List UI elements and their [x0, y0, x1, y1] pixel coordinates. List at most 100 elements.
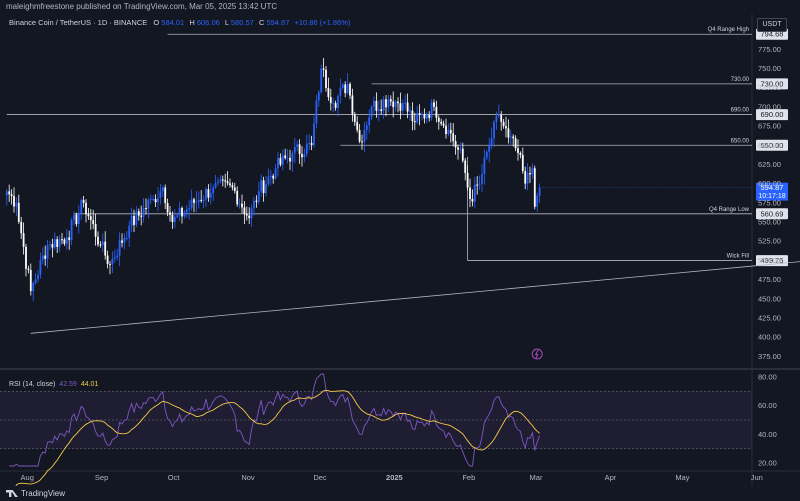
candle-body	[226, 181, 229, 184]
candle-body	[272, 175, 275, 179]
candle-body	[529, 172, 531, 175]
candle-body	[356, 122, 359, 131]
candle-body	[514, 138, 517, 149]
candle-body	[22, 233, 25, 247]
candle-body	[387, 99, 390, 108]
price-tick-label: 375.00	[758, 352, 781, 361]
candle-body	[166, 203, 169, 213]
candle-body	[416, 113, 419, 123]
candle-body	[267, 176, 270, 184]
candle-body	[56, 239, 59, 247]
candle-body	[373, 100, 375, 107]
candle-body	[27, 268, 30, 270]
price-tick-label: 725.00	[758, 83, 781, 92]
price-tick-label: 525.00	[758, 237, 781, 246]
candle-body	[521, 154, 524, 172]
time-axis[interactable]: Aug Sep Oct Nov Dec 2025 Feb Mar Apr May Jun	[21, 473, 763, 482]
rsi-pane[interactable]: 80.00 60.00 40.00 20.00 RSI (14, close) 42.59…	[0, 372, 777, 493]
price-axis[interactable]: 375.00 400.00 425.00 450.00 475.00 500.00 525.…	[758, 45, 781, 361]
level-price-tag	[756, 208, 788, 220]
candle-body	[25, 246, 27, 269]
candle-body	[476, 184, 479, 186]
price-tick-label: 475.00	[758, 275, 781, 284]
candle-body	[20, 221, 23, 234]
candle-body	[430, 102, 433, 118]
candle-body	[315, 100, 318, 124]
candle-body	[478, 183, 481, 185]
candle-body	[538, 187, 541, 196]
candle-body	[152, 198, 155, 200]
candle-body	[111, 258, 114, 265]
candle-body	[471, 198, 474, 202]
candle-body	[536, 195, 539, 207]
candle-body	[202, 199, 205, 202]
rsi-legend: RSI (14, close) 42.59 44.01	[9, 381, 98, 388]
level-line-label: 730.00	[731, 77, 750, 83]
candle-body	[497, 114, 500, 116]
legend-symbol: Binance Coin / TetherUS · 1D · BINANCE	[9, 18, 147, 27]
price-tick-label: 550.00	[758, 218, 781, 227]
candle-body	[200, 200, 203, 202]
legend-low: 580.57	[231, 18, 254, 27]
candle-countdown-label: 10:17:18	[758, 193, 785, 200]
publisher-header: maleighmfreestone published on TradingVi…	[0, 0, 800, 14]
candle-body	[320, 68, 323, 93]
candle-body	[344, 84, 347, 94]
candle-body	[464, 160, 467, 173]
candle-body	[8, 191, 11, 195]
candle-body	[214, 182, 217, 188]
candle-body	[399, 103, 402, 111]
candle-body	[289, 157, 291, 162]
tradingview-logo[interactable]: TradingView	[6, 488, 65, 499]
candle-body	[113, 257, 116, 259]
candle-body	[445, 125, 447, 135]
rsi-ma-line	[9, 389, 540, 493]
trendline[interactable]	[30, 260, 800, 334]
event-flash-icon[interactable]	[531, 348, 543, 360]
price-tick-label: 675.00	[758, 122, 781, 131]
candle-body	[255, 200, 258, 202]
candle-body	[185, 209, 188, 213]
candle-body	[53, 239, 56, 248]
rsi-tick-label: 60.00	[758, 401, 777, 410]
candle-body	[449, 129, 452, 134]
candle-body	[236, 190, 239, 205]
candle-body	[346, 83, 349, 94]
time-tick-label: Sep	[95, 473, 108, 482]
candle-body	[488, 145, 491, 152]
level-price-tag	[756, 109, 788, 121]
candle-body	[284, 155, 287, 159]
level-line-label: Q4 Range Low	[709, 207, 750, 213]
candle-body	[308, 142, 311, 144]
current-price-tag-label: 594.87	[761, 183, 784, 192]
candle-body	[296, 144, 299, 148]
time-tick-label: Feb	[462, 473, 475, 482]
candle-body	[197, 200, 200, 202]
level-price-tag	[756, 139, 788, 151]
candle-body	[15, 202, 18, 207]
candle-body	[238, 203, 241, 205]
candle-body	[245, 214, 248, 216]
price-tick-label: 700.00	[758, 102, 781, 111]
chart-area[interactable]: Q4 Range High 794.68 730.00 730.00 690.00 690…	[0, 14, 800, 493]
price-tick-label: 450.00	[758, 294, 781, 303]
annotation-lines[interactable]: Q4 Range High 794.68 730.00 730.00 690.00 690…	[6, 27, 800, 360]
currency-button[interactable]: USDT	[757, 18, 787, 32]
candle-body	[303, 153, 306, 158]
candle-body	[317, 92, 320, 101]
candle-body	[253, 200, 255, 209]
price-tick-label: 625.00	[758, 160, 781, 169]
candle-body	[101, 241, 104, 246]
svg-text:Binance Coin / TetherUS · 1D ·: Binance Coin / TetherUS · 1D · BINANCE O…	[9, 18, 351, 27]
candle-body	[440, 121, 443, 124]
candle-body	[173, 216, 176, 223]
candle-body	[157, 197, 159, 203]
candle-body	[452, 133, 455, 142]
legend-l-label: L	[225, 18, 229, 27]
candle-body	[94, 224, 97, 237]
chart-canvas[interactable]: Q4 Range High 794.68 730.00 730.00 690.00 690…	[0, 14, 800, 493]
candle-body	[243, 207, 246, 215]
candle-body	[121, 240, 123, 243]
candle-body	[325, 69, 327, 88]
candle-body	[447, 129, 450, 135]
